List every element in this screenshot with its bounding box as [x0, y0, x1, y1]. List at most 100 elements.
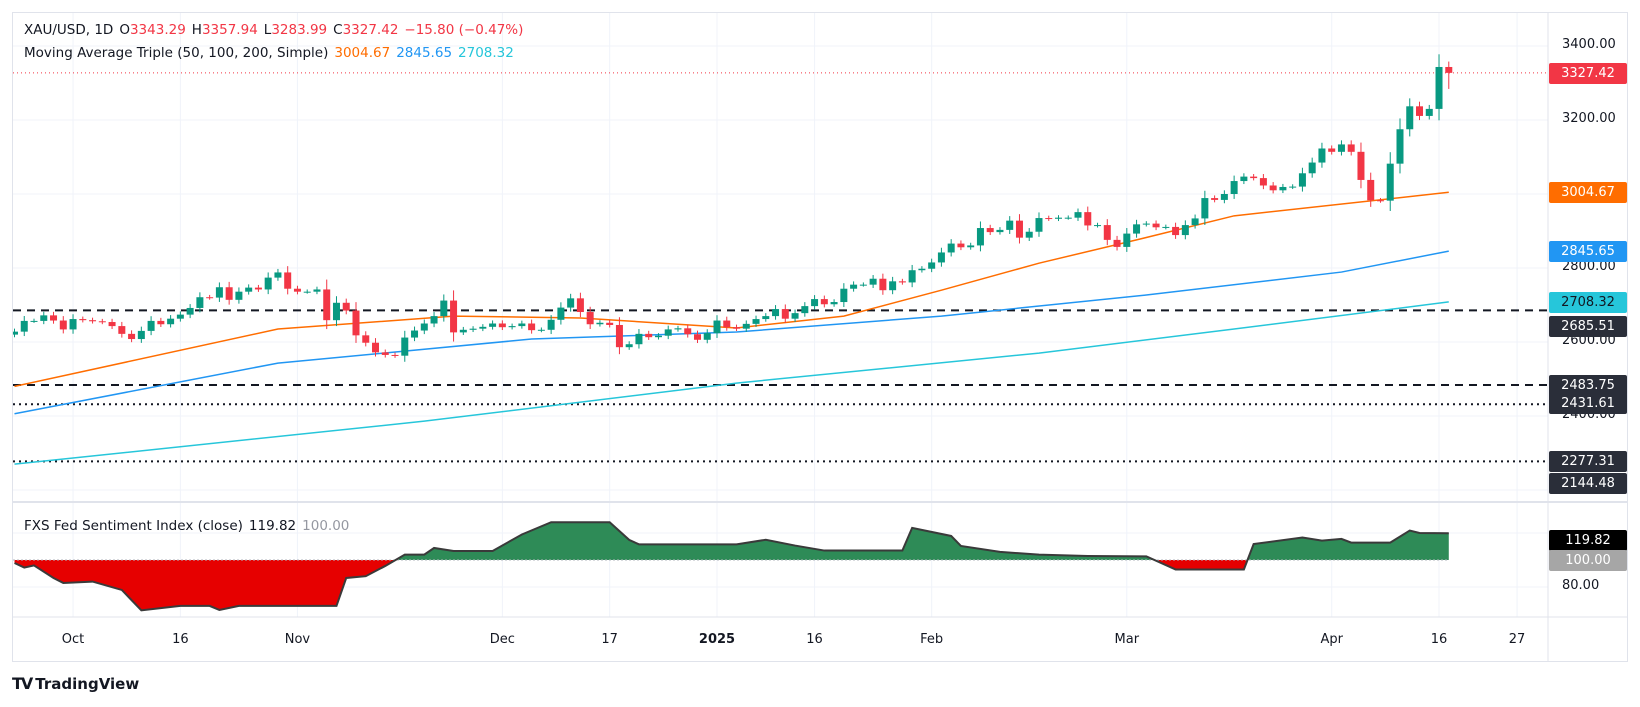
- price-label: 2144.48: [1549, 473, 1627, 494]
- symbol-label[interactable]: XAU/USD, 1D: [24, 22, 114, 38]
- open-label: O: [119, 22, 130, 38]
- candle-body: [167, 318, 175, 325]
- candle-body: [723, 320, 731, 328]
- time-tick: Dec: [489, 632, 515, 647]
- moving-average-line: [14, 250, 1449, 415]
- tradingview-logo-icon: 𝗧𝗩: [12, 674, 33, 693]
- time-tick: Feb: [920, 632, 944, 647]
- price-label: 2483.75: [1549, 375, 1627, 396]
- candle-body: [518, 323, 526, 327]
- price-label: 2708.32: [1549, 291, 1627, 313]
- candle-body: [1347, 144, 1355, 152]
- candle-body: [1298, 173, 1306, 187]
- candle-body: [1064, 217, 1072, 219]
- candle-body: [1211, 198, 1219, 200]
- candle-body: [206, 297, 214, 299]
- candle-body: [820, 299, 828, 305]
- candle-body: [1259, 178, 1267, 186]
- candle-body: [430, 316, 438, 324]
- candle-body: [635, 333, 643, 345]
- time-tick: Apr: [1320, 632, 1343, 647]
- candle-body: [1181, 225, 1189, 236]
- candle-body: [59, 320, 67, 330]
- candle-body: [196, 297, 204, 308]
- candle-body: [645, 333, 653, 338]
- indicator-title[interactable]: FXS Fed Sentiment Index (close): [24, 518, 243, 534]
- candle-body: [654, 335, 662, 338]
- moving-average-line: [14, 191, 1449, 388]
- candle-body: [937, 252, 945, 263]
- candle-body: [1123, 233, 1131, 247]
- candle-body: [176, 314, 184, 319]
- time-tick: Mar: [1114, 632, 1140, 647]
- time-tick: 16: [806, 632, 823, 647]
- candle-body: [391, 354, 399, 356]
- candle-body: [596, 322, 604, 325]
- candle-body: [1094, 225, 1102, 227]
- candle-body: [245, 287, 253, 292]
- candle-body: [323, 289, 331, 321]
- candle-body: [1103, 225, 1111, 240]
- candle-body: [128, 333, 136, 340]
- candle-body: [313, 289, 321, 292]
- candle-body: [1035, 218, 1043, 232]
- main-pane: [13, 54, 1548, 465]
- low-value: 3283.99: [271, 22, 328, 38]
- low-label: L: [263, 22, 272, 38]
- price-label: 2431.61: [1549, 393, 1627, 414]
- candle-body: [508, 326, 516, 328]
- price-tick: 3200.00: [1562, 111, 1616, 126]
- candle-body: [615, 324, 623, 348]
- change-value: −15.80 (−0.47%): [404, 22, 524, 38]
- candle-body: [1289, 186, 1297, 188]
- candle-body: [381, 352, 389, 355]
- ma50-value: 3004.67: [334, 45, 391, 61]
- candle-body: [1113, 239, 1121, 247]
- candle-body: [1054, 217, 1062, 219]
- candle-body: [976, 228, 984, 246]
- close-value: 3327.42: [342, 22, 399, 38]
- candle-body: [1376, 200, 1384, 202]
- candle-body: [79, 319, 87, 321]
- high-label: H: [191, 22, 202, 38]
- moving-average-line: [14, 301, 1449, 465]
- candle-body: [13, 331, 18, 335]
- tradingview-logo[interactable]: 𝗧𝗩 TradingView: [12, 674, 139, 693]
- candle-body: [254, 287, 262, 290]
- candle-body: [840, 288, 848, 303]
- candle-body: [606, 322, 614, 325]
- candle-body: [537, 329, 545, 331]
- brand-label: TradingView: [35, 674, 140, 693]
- candle-body: [98, 321, 106, 323]
- candle-body: [157, 320, 165, 325]
- candle-body: [147, 320, 155, 331]
- candle-body: [186, 307, 194, 315]
- candle-body: [420, 323, 428, 331]
- candle-body: [1133, 224, 1141, 234]
- indicator-legend: FXS Fed Sentiment Index (close) 119.82 100…: [24, 518, 355, 534]
- candle-body: [889, 281, 897, 291]
- candle-body: [1357, 151, 1365, 180]
- candle-body: [1006, 220, 1014, 230]
- candle-body: [772, 309, 780, 317]
- candle-body: [957, 243, 965, 248]
- candle-body: [284, 272, 292, 289]
- candle-body: [850, 284, 858, 289]
- candle-body: [703, 333, 711, 340]
- price-tick: 2800.00: [1562, 259, 1616, 274]
- price-label: 3327.42: [1549, 62, 1627, 84]
- candle-body: [215, 287, 223, 298]
- candle-body: [1250, 176, 1258, 179]
- candle-body: [1279, 186, 1287, 191]
- candle-body: [908, 270, 916, 283]
- candle-body: [781, 309, 789, 319]
- candle-body: [1162, 226, 1170, 228]
- candle-body: [986, 228, 994, 233]
- ma-title[interactable]: Moving Average Triple (50, 100, 200, Sim…: [24, 45, 329, 61]
- time-tick: 16: [172, 632, 189, 647]
- candle-body: [1015, 220, 1023, 238]
- time-tick: 17: [601, 632, 618, 647]
- candle-body: [1396, 129, 1404, 164]
- candle-body: [225, 287, 233, 300]
